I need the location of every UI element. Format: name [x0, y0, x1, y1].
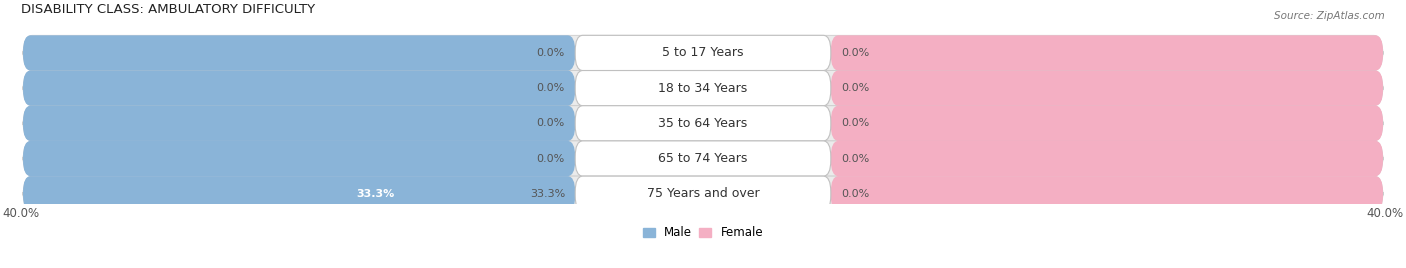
FancyBboxPatch shape: [575, 70, 831, 106]
Text: 35 to 64 Years: 35 to 64 Years: [658, 117, 748, 130]
Text: 75 Years and over: 75 Years and over: [647, 187, 759, 200]
Text: 33.3%: 33.3%: [356, 189, 394, 199]
FancyBboxPatch shape: [575, 141, 831, 176]
Text: 5 to 17 Years: 5 to 17 Years: [662, 46, 744, 59]
FancyBboxPatch shape: [831, 70, 1384, 106]
Text: 18 to 34 Years: 18 to 34 Years: [658, 82, 748, 95]
FancyBboxPatch shape: [22, 106, 575, 141]
Text: 0.0%: 0.0%: [537, 83, 565, 93]
Text: 0.0%: 0.0%: [537, 154, 565, 163]
Text: 0.0%: 0.0%: [537, 48, 565, 58]
FancyBboxPatch shape: [22, 176, 575, 211]
FancyBboxPatch shape: [831, 176, 1384, 211]
Text: 0.0%: 0.0%: [841, 118, 869, 128]
FancyBboxPatch shape: [22, 35, 1384, 70]
FancyBboxPatch shape: [22, 176, 1384, 211]
FancyBboxPatch shape: [22, 70, 575, 106]
Legend: Male, Female: Male, Female: [643, 226, 763, 239]
FancyBboxPatch shape: [575, 35, 831, 70]
Text: 0.0%: 0.0%: [537, 118, 565, 128]
Text: 0.0%: 0.0%: [841, 154, 869, 163]
FancyBboxPatch shape: [575, 106, 831, 141]
FancyBboxPatch shape: [22, 70, 1384, 106]
Text: 0.0%: 0.0%: [841, 189, 869, 199]
Text: 0.0%: 0.0%: [841, 48, 869, 58]
Text: Source: ZipAtlas.com: Source: ZipAtlas.com: [1274, 11, 1385, 21]
Text: 65 to 74 Years: 65 to 74 Years: [658, 152, 748, 165]
FancyBboxPatch shape: [22, 106, 1384, 141]
FancyBboxPatch shape: [22, 141, 575, 176]
FancyBboxPatch shape: [575, 176, 831, 211]
Text: 33.3%: 33.3%: [530, 189, 565, 199]
FancyBboxPatch shape: [831, 141, 1384, 176]
FancyBboxPatch shape: [831, 106, 1384, 141]
FancyBboxPatch shape: [22, 35, 575, 70]
FancyBboxPatch shape: [22, 141, 1384, 176]
Text: 0.0%: 0.0%: [841, 83, 869, 93]
FancyBboxPatch shape: [831, 35, 1384, 70]
Text: DISABILITY CLASS: AMBULATORY DIFFICULTY: DISABILITY CLASS: AMBULATORY DIFFICULTY: [21, 3, 315, 16]
